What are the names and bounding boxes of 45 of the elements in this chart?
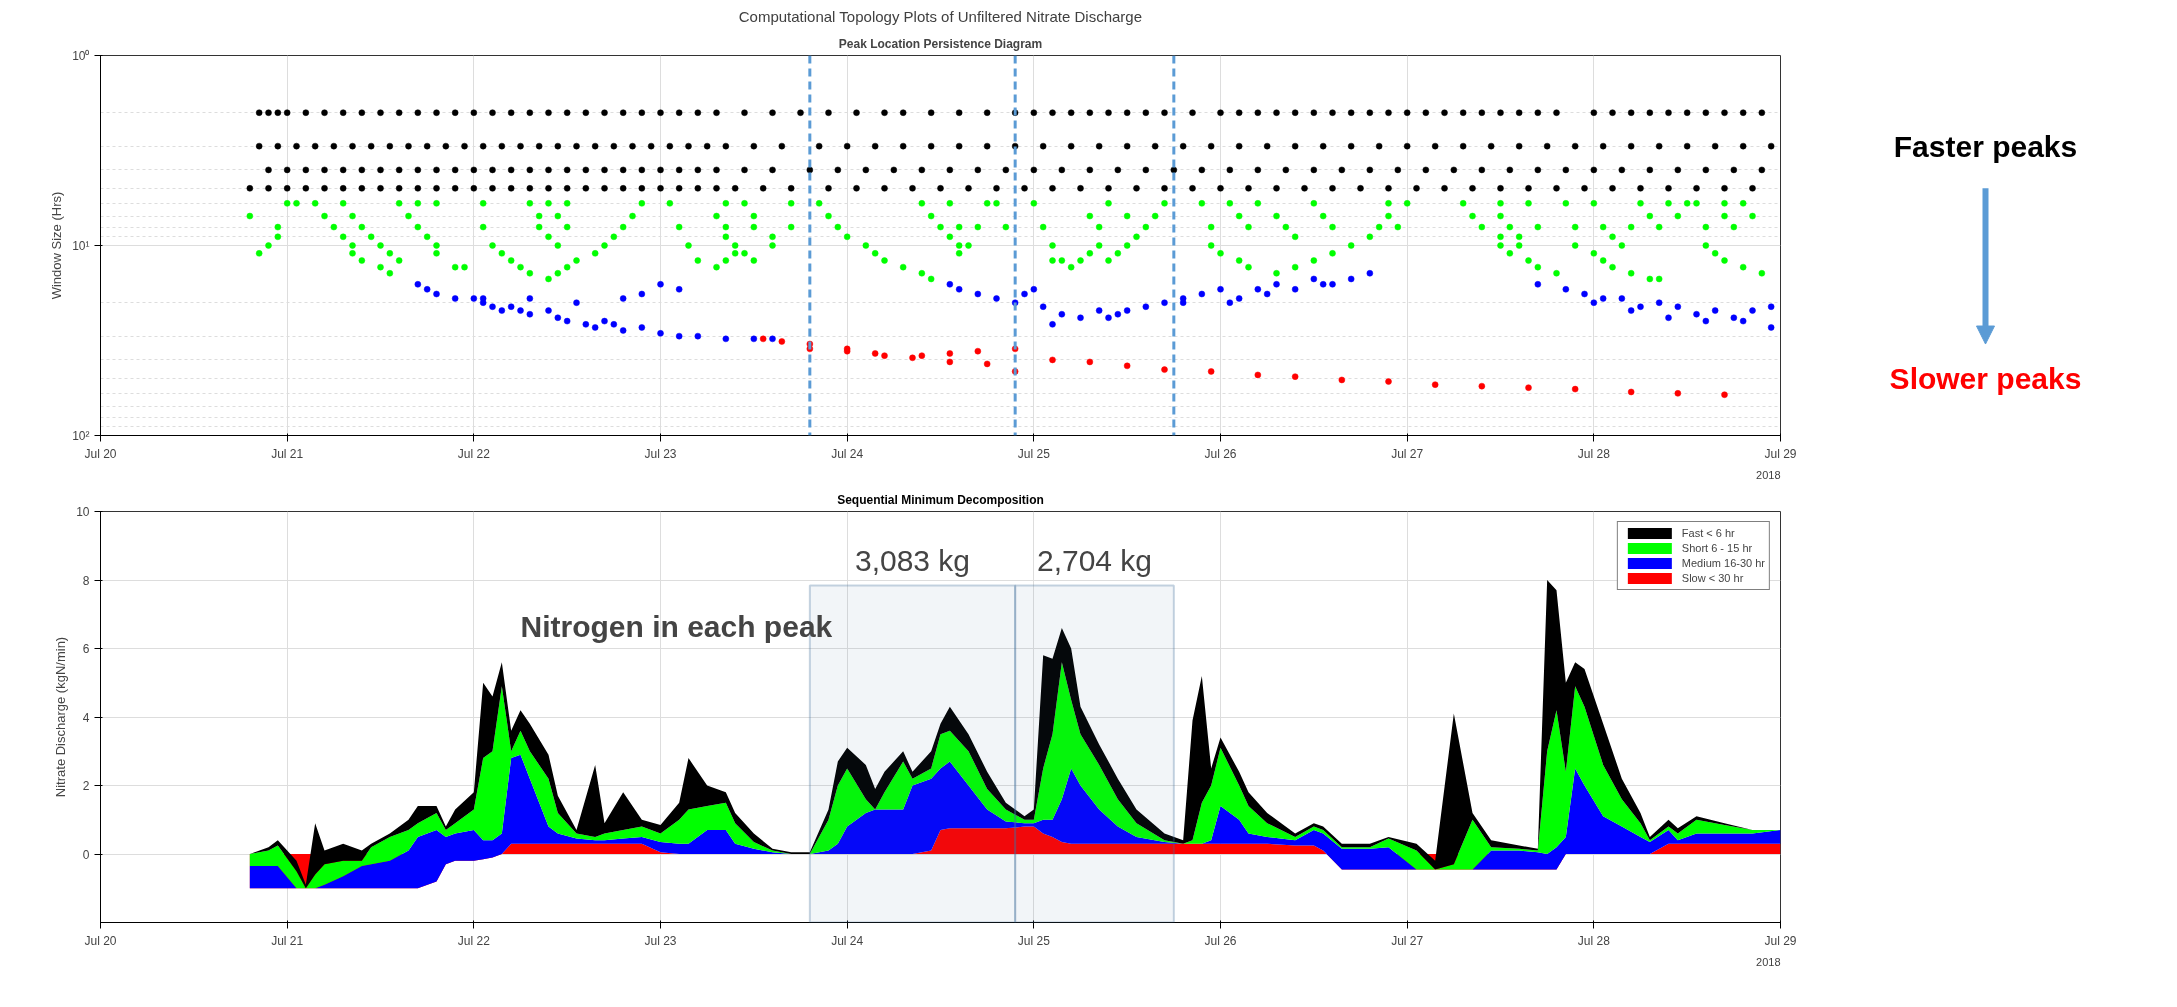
chart-title: Sequential Minimum Decomposition	[837, 492, 1044, 507]
legend-label: Short 6 - 15 hr	[1681, 542, 1753, 554]
x-tick-label: Jul 25	[1017, 446, 1051, 461]
x-tick-label: Jul 20	[84, 933, 117, 948]
x-tick-label: Jul 21	[271, 446, 304, 461]
y-axis-title: Window Size (Hrs)	[49, 191, 65, 300]
x-tick-label: Jul 25	[1017, 933, 1051, 948]
legend-label: Slow < 30 hr	[1681, 572, 1744, 584]
chart-subtitle: Peak Location Persistence Diagram	[838, 36, 1043, 51]
band-label: 2,704 kg	[1036, 544, 1153, 578]
x-tick-label: Jul 21	[271, 933, 304, 948]
y-axis-title: Nitrate Discharge (kgN/min)	[53, 636, 69, 798]
x-tick-label: Jul 26	[1204, 446, 1237, 461]
x-tick-label: Jul 29	[1764, 933, 1797, 948]
x-tick-label: Jul 27	[1391, 933, 1424, 948]
legend-label: Fast < 6 hr	[1681, 527, 1735, 539]
text: 2018	[1756, 468, 1781, 481]
x-tick-label: Jul 26	[1204, 933, 1237, 948]
x-tick-label: Jul 22	[457, 933, 491, 948]
x-tick-label: Jul 20	[84, 446, 117, 461]
x-tick-label: Jul 23	[644, 933, 677, 948]
chart-title: Computational Topology Plots of Unfiltered Nitrate Discharge	[738, 7, 1142, 25]
y-tick-label: 10	[76, 505, 90, 519]
y-tick-label: 6	[82, 642, 90, 656]
x-tick-label: Jul 22	[457, 446, 491, 461]
x-tick-label: Jul 27	[1391, 446, 1424, 461]
annotation: Nitrogen in each peak	[520, 610, 833, 644]
y-tick-label: 10⁰	[72, 48, 90, 63]
y-tick-label: 2	[82, 779, 90, 793]
legend-label: Medium 16-30 hr	[1681, 557, 1765, 569]
y-tick-label: 0	[82, 847, 90, 862]
y-tick-label: 8	[82, 573, 90, 588]
x-tick-label: Jul 24	[831, 446, 864, 461]
text: 2018	[1756, 955, 1781, 968]
y-tick-label: 10²	[72, 428, 90, 443]
x-tick-label: Jul 24	[831, 933, 864, 948]
x-tick-label: Jul 29	[1764, 446, 1797, 461]
band-label: 3,083 kg	[854, 544, 971, 578]
x-tick-label: Jul 23	[644, 446, 677, 461]
text: Slower peaks	[1889, 361, 2082, 395]
x-tick-label: Jul 28	[1577, 446, 1611, 461]
x-tick-label: Jul 28	[1577, 933, 1611, 948]
y-tick-label: 4	[82, 710, 90, 725]
text: Faster peaks	[1893, 129, 2078, 163]
y-tick-label: 10¹	[72, 238, 90, 253]
